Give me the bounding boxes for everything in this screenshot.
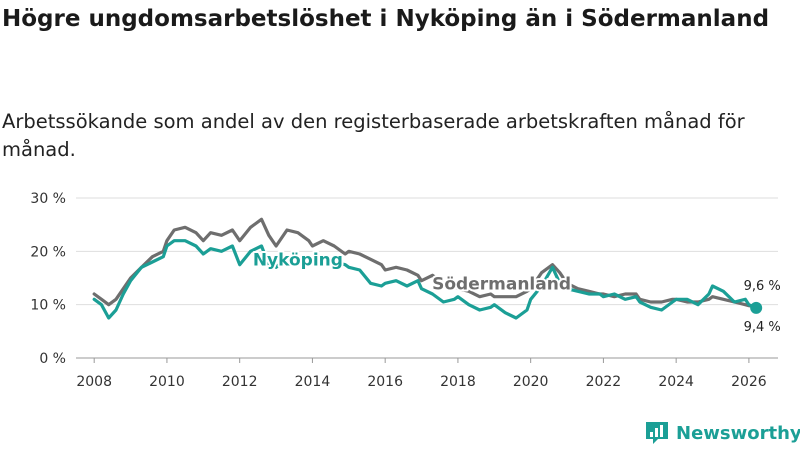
end-label-nyköping: 9,4 % — [744, 320, 781, 335]
y-tick-label: 0 % — [39, 351, 66, 367]
x-tick-label: 2018 — [440, 374, 476, 390]
x-tick-label: 2026 — [731, 374, 767, 390]
x-tick-label: 2024 — [658, 374, 694, 390]
series-label-nyköping: Nyköping — [253, 250, 343, 270]
y-tick-label: 20 % — [30, 244, 66, 260]
series-line-nyköping — [92, 239, 758, 320]
x-tick-label: 2020 — [513, 374, 549, 390]
chart-subtitle: Arbetssökande som andel av den registerb… — [2, 110, 745, 161]
newsworthy-logo-icon — [646, 422, 668, 444]
chart-title: Högre ungdomsarbetslöshet i Nyköping än … — [2, 6, 770, 32]
x-tick-label: 2016 — [367, 374, 403, 390]
end-marker-nyköping — [750, 301, 763, 314]
brand-logo: Newsworthy — [644, 420, 800, 446]
brand-name: Newsworthy — [676, 422, 800, 444]
x-tick-label: 2008 — [76, 374, 112, 390]
x-tick-label: 2014 — [295, 374, 331, 390]
series-label-södermanland: Södermanland — [432, 274, 571, 294]
y-tick-label: 30 % — [30, 191, 66, 207]
y-tick-label: 10 % — [30, 298, 66, 314]
series-line-södermanland — [92, 217, 758, 309]
end-label-södermanland: 9,6 % — [744, 279, 781, 294]
x-tick-label: 2010 — [149, 374, 185, 390]
x-tick-label: 2022 — [586, 374, 622, 390]
x-tick-label: 2012 — [222, 374, 258, 390]
